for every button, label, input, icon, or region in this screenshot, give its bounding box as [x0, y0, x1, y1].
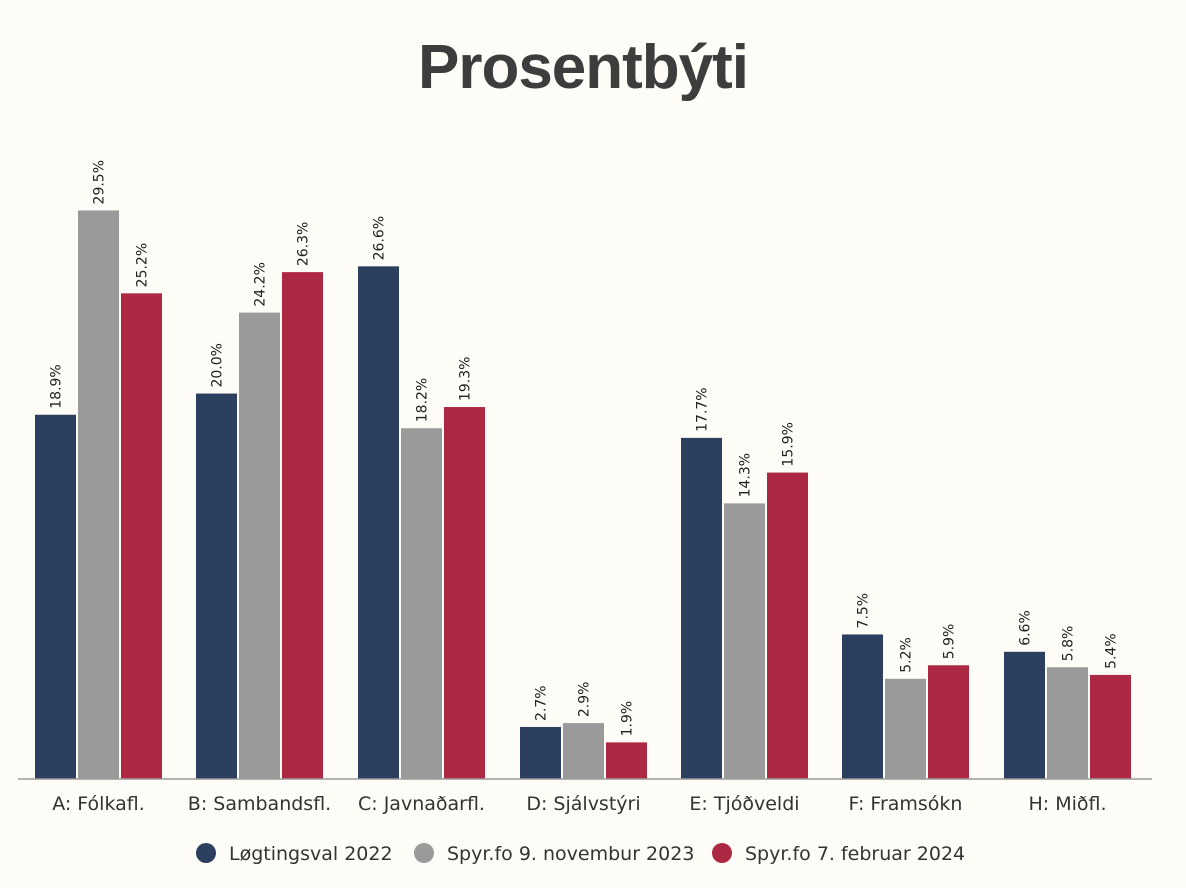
value-label: 24.2% — [253, 262, 269, 306]
value-label: 1.9% — [620, 701, 636, 737]
value-label: 2.9% — [577, 682, 593, 718]
value-label: 29.5% — [92, 160, 108, 204]
value-label: 19.3% — [458, 357, 474, 401]
category-label: C: Javnaðarfl. — [358, 793, 485, 815]
legend-swatch — [196, 843, 216, 863]
value-label: 18.9% — [49, 364, 65, 408]
bar-7-3 — [1090, 674, 1131, 779]
category-label: A: Fólkafl. — [52, 793, 145, 815]
category-label: D: Sjálvstýri — [526, 793, 640, 815]
bar-4-2 — [563, 723, 604, 779]
category-label: B: Sambandsfl. — [188, 793, 331, 815]
value-label: 25.2% — [135, 243, 151, 287]
value-label: 2.7% — [534, 685, 550, 721]
bar-3-1 — [358, 266, 399, 779]
bar-6-2 — [885, 678, 926, 779]
legend-label: Spyr.fo 7. februar 2024 — [745, 843, 965, 865]
value-label: 14.3% — [738, 453, 754, 497]
bar-4-3 — [606, 742, 647, 779]
bar-7-1 — [1004, 651, 1045, 779]
bar-1-3 — [121, 293, 162, 779]
category-labels-group: A: Fólkafl. B: Sambandsfl. C: Javnaðarfl. D… — [52, 793, 1106, 815]
bar-1-1 — [35, 414, 76, 779]
legend-swatch — [414, 843, 434, 863]
category-label: F: Framsókn — [849, 793, 963, 815]
category-label: E: Tjóðveldi — [689, 793, 799, 815]
bar-5-3 — [767, 472, 808, 779]
bar-4-1 — [520, 726, 561, 779]
bar-3-2 — [401, 428, 442, 779]
bar-5-2 — [724, 503, 765, 779]
value-label: 5.2% — [899, 637, 915, 673]
legend-label: Løgtingsval 2022 — [229, 843, 393, 865]
value-label: 5.9% — [942, 624, 958, 660]
bar-2-2 — [239, 312, 280, 779]
bar-2-3 — [282, 272, 323, 779]
value-label: 18.2% — [415, 378, 431, 422]
value-label: 26.6% — [372, 216, 388, 260]
value-label: 5.4% — [1104, 633, 1120, 669]
value-labels-group: 18.9% 29.5% 25.2% 20.0% 24.2% 26.3% 26.6% 18.2%… — [49, 160, 1120, 736]
value-label: 17.7% — [695, 387, 711, 431]
value-label: 6.6% — [1018, 610, 1034, 646]
bar-6-3 — [928, 665, 969, 779]
bar-1-2 — [78, 210, 119, 780]
legend-label: Spyr.fo 9. novembur 2023 — [447, 843, 694, 865]
value-label: 20.0% — [210, 343, 226, 387]
bar-7-2 — [1047, 667, 1088, 779]
legend: Løgtingsval 2022 Spyr.fo 9. novembur 2023… — [196, 843, 965, 865]
bar-3-3 — [444, 407, 485, 779]
chart-title: Prosentbýti — [418, 33, 748, 102]
legend-swatch — [712, 843, 732, 863]
value-label: 7.5% — [856, 593, 872, 629]
bar-5-1 — [681, 437, 722, 779]
bar-6-1 — [842, 634, 883, 779]
value-label: 15.9% — [781, 422, 797, 466]
category-label: H: Miðfl. — [1028, 793, 1106, 815]
value-label: 26.3% — [296, 222, 312, 266]
bar-2-1 — [196, 393, 237, 779]
bars-group — [35, 210, 1131, 780]
value-label: 5.8% — [1061, 626, 1077, 662]
